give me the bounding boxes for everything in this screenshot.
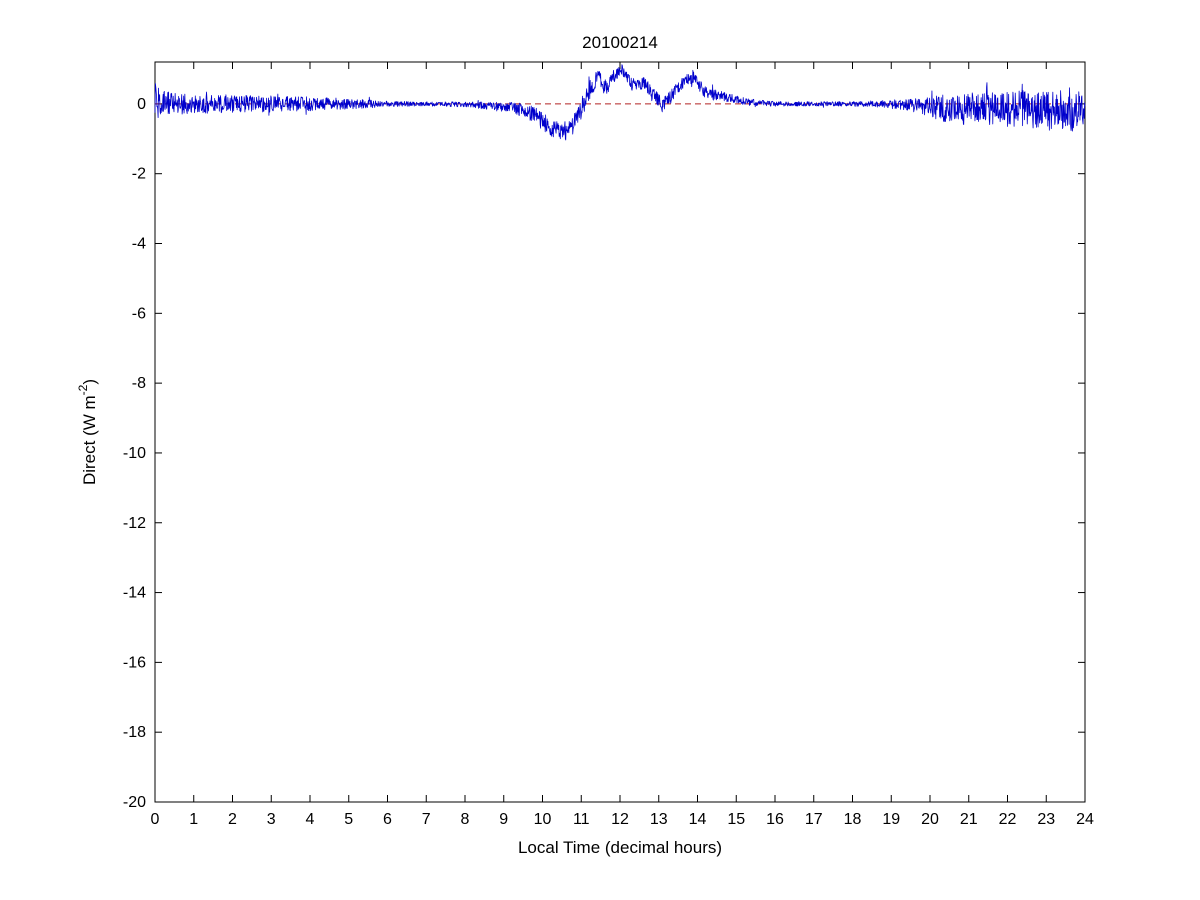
tick-labels: 0 1 2 3 4 5 6 7 8 9 10 11 12 13 14 15 16 17 18 19 20 21 22 23 24… (123, 96, 1094, 828)
x-tick-label: 0 (151, 811, 160, 828)
y-tick-label: -16 (123, 654, 146, 671)
x-tick-label: 12 (611, 811, 629, 828)
y-tick-label: -8 (132, 375, 146, 392)
y-axis-label: Direct (W m-2) (76, 379, 99, 485)
x-tick-label: 22 (999, 811, 1017, 828)
x-tick-label: 23 (1037, 811, 1055, 828)
y-tick-label: 0 (137, 96, 146, 113)
x-tick-label: 4 (306, 811, 315, 828)
x-tick-label: 6 (383, 811, 392, 828)
x-tick-label: 11 (573, 811, 590, 828)
x-tick-label: 14 (689, 811, 707, 828)
y-tick-label: -6 (132, 305, 146, 322)
x-tick-label: 13 (650, 811, 668, 828)
y-axis-label-superscript: -2 (76, 384, 90, 395)
x-tick-label: 5 (344, 811, 353, 828)
axes-box (154, 61, 1086, 803)
x-tick-label: 8 (461, 811, 470, 828)
data-series (154, 64, 1086, 141)
x-tick-label: 19 (882, 811, 900, 828)
x-tick-label: 10 (534, 811, 552, 828)
axes (154, 61, 1086, 803)
x-tick-label: 18 (844, 811, 862, 828)
x-tick-label: 2 (228, 811, 237, 828)
y-axis-label-main: Direct (W m (80, 395, 99, 485)
x-tick-label: 17 (805, 811, 823, 828)
x-tick-label: 20 (921, 811, 939, 828)
y-tick-label: -20 (123, 794, 146, 811)
x-tick-label: 15 (727, 811, 745, 828)
series-line (154, 64, 1086, 141)
y-tick-label: -12 (123, 515, 146, 532)
x-tick-label: 16 (766, 811, 784, 828)
x-tick-label: 21 (960, 811, 978, 828)
x-tick-label: 9 (499, 811, 508, 828)
x-tick-label: 24 (1076, 811, 1094, 828)
y-tick-label: -18 (123, 724, 146, 741)
y-tick-label: -2 (132, 166, 146, 183)
x-tick-label: 3 (267, 811, 276, 828)
y-axis-label-close: ) (80, 379, 99, 385)
y-tick-label: -14 (123, 585, 146, 602)
y-tick-label: -10 (123, 445, 146, 462)
chart-title: 20100214 (582, 33, 658, 52)
x-axis-label: Local Time (decimal hours) (518, 838, 722, 857)
x-tick-label: 7 (422, 811, 431, 828)
x-tick-label: 1 (189, 811, 198, 828)
y-tick-label: -4 (132, 236, 146, 253)
